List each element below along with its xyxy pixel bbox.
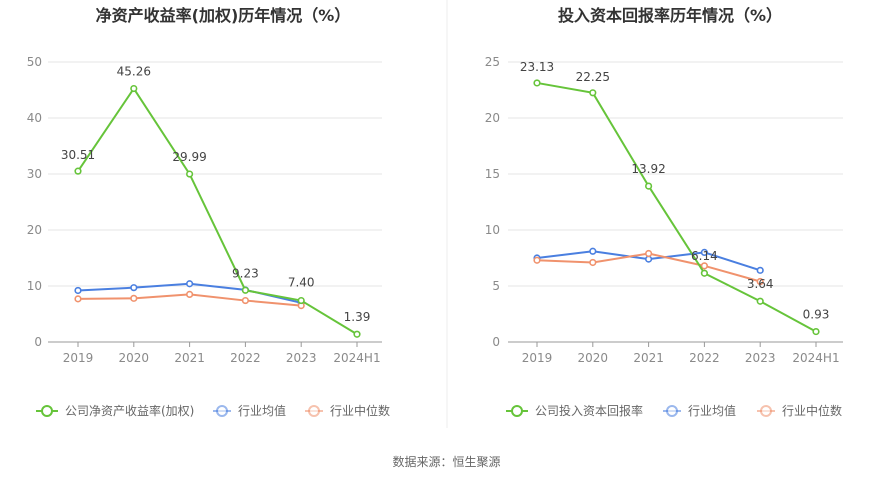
data-label: 30.51 — [61, 148, 95, 162]
legend-item: 行业中位数 — [305, 403, 390, 418]
series-point — [130, 284, 138, 292]
series-point — [130, 84, 138, 93]
data-label: 6.14 — [691, 249, 718, 263]
legend-marker — [666, 405, 678, 417]
y-tick-label: 0 — [34, 335, 42, 349]
legend-marker — [308, 405, 320, 417]
x-tick-label: 2021 — [174, 351, 205, 365]
legend-label: 行业均值 — [238, 403, 286, 418]
legend-marker — [41, 405, 53, 417]
y-tick-label: 20 — [27, 223, 42, 237]
series-point — [644, 182, 653, 190]
series-point — [533, 256, 541, 264]
legend-label: 公司投入资本回报率 — [535, 403, 643, 418]
series-point — [297, 296, 305, 305]
series-point — [644, 249, 653, 258]
series-point — [644, 255, 653, 263]
y-tick-label: 30 — [27, 167, 42, 181]
series-point — [756, 297, 764, 305]
data-label: 7.40 — [288, 276, 315, 290]
series-point — [353, 330, 361, 338]
y-tick-label: 20 — [485, 111, 500, 125]
legend-item: 公司净资产收益率(加权) — [36, 403, 194, 418]
x-tick-label: 2023 — [286, 351, 317, 365]
legend-item: 行业均值 — [663, 403, 736, 418]
series-point — [700, 248, 709, 256]
x-tick-label: 2020 — [119, 351, 150, 365]
series-point — [186, 290, 194, 299]
legend-marker — [511, 405, 523, 417]
legend-marker — [216, 405, 228, 417]
y-tick-label: 40 — [27, 111, 42, 125]
series-point — [74, 295, 82, 303]
x-tick-label: 2019 — [63, 351, 94, 365]
data-label: 3.64 — [747, 277, 774, 291]
data-label: 0.93 — [803, 308, 830, 322]
legend-item: 公司投入资本回报率 — [506, 403, 643, 418]
series-point — [241, 296, 249, 305]
legend-marker — [760, 405, 772, 417]
legend-item: 行业均值 — [213, 403, 286, 418]
legend-label: 公司净资产收益率(加权) — [65, 403, 194, 418]
series-point — [589, 258, 597, 267]
legend-label: 行业中位数 — [330, 403, 390, 418]
y-tick-label: 10 — [485, 223, 500, 237]
y-tick-label: 0 — [492, 335, 500, 349]
data-label: 22.25 — [576, 70, 610, 84]
series-point — [74, 286, 82, 295]
legend-label: 行业中位数 — [782, 403, 842, 418]
x-tick-label: 2020 — [578, 351, 609, 365]
x-tick-label: 2022 — [230, 351, 261, 365]
series-point — [186, 280, 194, 288]
data-label: 45.26 — [117, 65, 151, 79]
y-tick-label: 10 — [27, 279, 42, 293]
series-point — [589, 247, 597, 255]
chart-title: 投入资本回报率历年情况（%） — [558, 6, 782, 25]
data-label: 9.23 — [232, 266, 259, 280]
x-tick-label: 2019 — [522, 351, 553, 365]
data-label: 13.92 — [631, 162, 665, 176]
x-tick-label: 2023 — [745, 351, 776, 365]
x-tick-label: 2021 — [633, 351, 664, 365]
series-point — [589, 89, 597, 97]
x-tick-label: 2024H1 — [792, 351, 839, 365]
x-tick-label: 2024H1 — [333, 351, 380, 365]
series-point — [700, 269, 709, 277]
y-tick-label: 5 — [492, 279, 500, 293]
data-source-note: 数据来源：恒生聚源 — [392, 454, 500, 469]
series-point — [533, 79, 541, 87]
series-point — [241, 286, 249, 294]
x-tick-label: 2022 — [689, 351, 720, 365]
y-tick-label: 15 — [485, 167, 500, 181]
series-line — [77, 86, 358, 336]
y-tick-label: 50 — [27, 55, 42, 69]
series-point — [756, 266, 764, 274]
series-point — [186, 170, 194, 178]
series-point — [756, 277, 764, 286]
chart-panel-2: 投入资本回报率历年情况（%） 0 5 10 15 20 25 2019 2020 2021 2022… — [485, 6, 843, 418]
chart-panel-1: 净资产收益率(加权)历年情况（%） 0 10 20 30 40 50 2019 2020 2021… — [27, 6, 390, 418]
legend-item: 行业中位数 — [757, 403, 842, 418]
data-label: 23.13 — [520, 60, 554, 74]
chart-title: 净资产收益率(加权)历年情况（%） — [96, 6, 351, 25]
series-point — [812, 327, 820, 336]
data-label: 1.39 — [344, 310, 371, 324]
series-line — [536, 81, 817, 333]
data-label: 29.99 — [172, 150, 206, 164]
series-point — [74, 167, 82, 175]
legend-label: 行业均值 — [688, 403, 736, 418]
series-point — [130, 294, 138, 302]
y-tick-label: 25 — [485, 55, 500, 69]
series-point — [700, 262, 709, 270]
